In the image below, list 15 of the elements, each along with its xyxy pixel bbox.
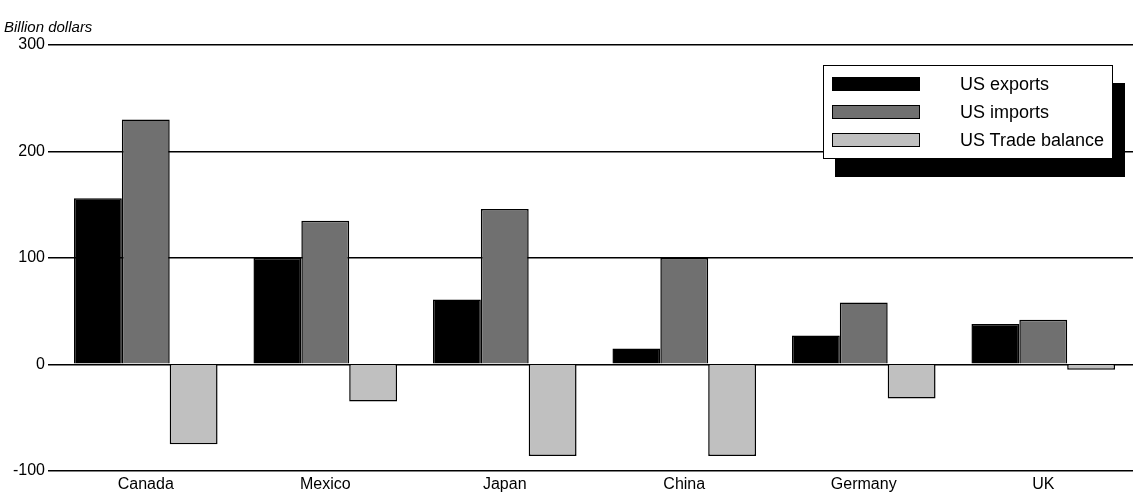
y-tick-label: 0 (36, 354, 46, 372)
legend-label: US Trade balance (959, 129, 1104, 151)
x-tick-label: Canada (117, 474, 174, 492)
x-tick-label: UK (1032, 474, 1055, 492)
x-tick-label: Japan (482, 474, 527, 492)
x-tick-label: China (663, 474, 706, 492)
y-axis-title: Billion dollars (4, 18, 93, 35)
y-tick-label: 200 (18, 141, 46, 159)
y-tick-label: 100 (18, 248, 46, 266)
legend-label: US exports (959, 73, 1049, 95)
x-tick-label: Germany (830, 474, 897, 492)
y-tick-label: 300 (18, 35, 46, 53)
legend-label: US imports (959, 101, 1049, 123)
y-tick-label: -100 (12, 461, 46, 479)
x-tick-label: Mexico (299, 474, 351, 492)
